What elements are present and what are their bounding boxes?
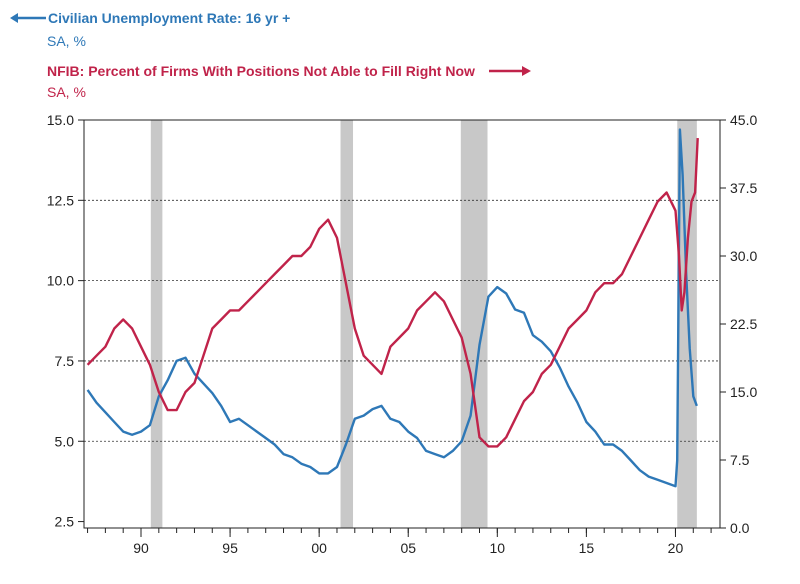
legend-nfib-title: NFIB: Percent of Firms With Positions No… — [47, 63, 475, 79]
y-left-tick-label: 7.5 — [55, 353, 75, 369]
recession-band — [677, 120, 697, 528]
x-tick-label: 00 — [311, 540, 327, 556]
y-right-tick-label: 37.5 — [730, 180, 757, 196]
y-right-tick-label: 7.5 — [730, 452, 750, 468]
x-tick-label: 10 — [490, 540, 506, 556]
legend-unemployment-title: Civilian Unemployment Rate: 16 yr + — [48, 10, 291, 26]
y-right-tick-label: 22.5 — [730, 316, 757, 332]
y-left-tick-label: 12.5 — [47, 192, 74, 208]
x-tick-label: 90 — [133, 540, 149, 556]
y-left-tick-label: 5.0 — [55, 433, 75, 449]
plot-frame — [83, 119, 721, 529]
recession-band — [340, 120, 354, 528]
legend-unemployment: Civilian Unemployment Rate: 16 yr + — [10, 10, 290, 26]
y-right-tick-label: 15.0 — [730, 384, 757, 400]
y-right-tick-label: 30.0 — [730, 248, 757, 264]
x-tick-label: 20 — [668, 540, 684, 556]
y-right-tick-label: 0.0 — [730, 520, 750, 536]
y-left-tick-label: 10.0 — [47, 273, 74, 289]
x-tick-label: 15 — [579, 540, 595, 556]
legend-nfib-units: SA, % — [47, 84, 86, 100]
arrow-right-icon — [488, 66, 531, 76]
y-left-tick-label: 2.5 — [55, 514, 75, 530]
legend-unemployment-units: SA, % — [47, 33, 86, 49]
y-left-tick-label: 15.0 — [47, 112, 74, 128]
x-tick-label: 95 — [222, 540, 238, 556]
x-tick-label: 05 — [400, 540, 416, 556]
series-unemployment-line — [86, 128, 698, 488]
y-right-tick-label: 45.0 — [730, 112, 757, 128]
arrow-left-icon — [10, 13, 46, 23]
recession-band — [150, 120, 163, 528]
legend: Civilian Unemployment Rate: 16 yr + SA, … — [0, 0, 800, 110]
legend-nfib: NFIB: Percent of Firms With Positions No… — [47, 63, 531, 79]
series-nfib-line — [86, 138, 699, 448]
